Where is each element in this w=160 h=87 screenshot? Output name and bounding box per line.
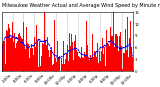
- Text: Milwaukee Weather Actual and Average Wind Speed by Minute mph (Last 24 Hours): Milwaukee Weather Actual and Average Win…: [2, 3, 160, 8]
